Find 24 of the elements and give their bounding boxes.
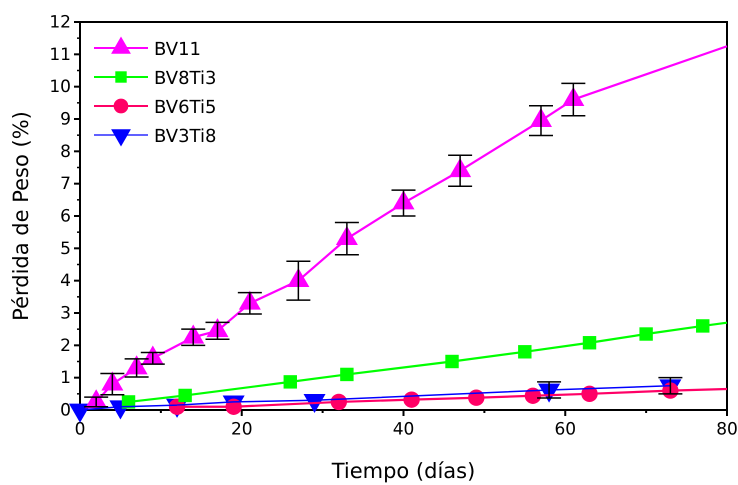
y-tick-label: 0 <box>60 400 71 420</box>
x-axis-title: Tiempo (días) <box>330 459 476 483</box>
legend-label: BV11 <box>154 39 202 60</box>
y-tick-label: 11 <box>49 44 71 65</box>
y-tick-label: 1 <box>60 368 71 388</box>
y-tick-label: 10 <box>49 77 71 98</box>
y-tick-label: 12 <box>49 12 71 32</box>
x-tick-label: 0 <box>74 419 86 440</box>
y-tick-label: 8 <box>60 142 71 162</box>
legend-label: BV8Ti3 <box>154 68 216 89</box>
y-tick-label: 9 <box>60 109 71 130</box>
y-tick-label: 5 <box>60 238 71 259</box>
y-tick-label: 2 <box>60 336 71 356</box>
x-tick-label: 20 <box>230 419 253 440</box>
y-axis-title: Pérdida de Peso (%) <box>9 111 33 321</box>
legend-label: BV6Ti5 <box>154 97 216 118</box>
x-tick-label: 80 <box>716 419 738 440</box>
y-tick-label: 6 <box>60 206 71 226</box>
x-tick-label: 60 <box>554 419 576 440</box>
legend-label: BV3Ti8 <box>154 126 216 147</box>
x-tick-label: 40 <box>392 419 414 440</box>
y-tick-label: 4 <box>60 271 71 292</box>
y-tick-label: 3 <box>60 303 71 324</box>
y-tick-label: 7 <box>60 174 71 194</box>
